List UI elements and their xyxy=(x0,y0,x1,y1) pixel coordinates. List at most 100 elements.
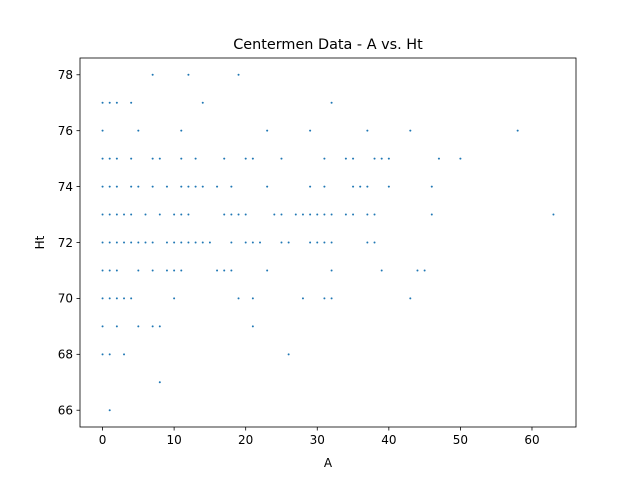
data-point xyxy=(151,73,154,76)
data-point xyxy=(373,157,376,160)
data-point xyxy=(130,213,133,216)
data-point xyxy=(187,185,190,188)
data-point xyxy=(115,185,118,188)
data-point xyxy=(108,353,111,356)
data-point xyxy=(123,213,126,216)
data-point xyxy=(101,101,104,104)
data-point xyxy=(352,213,355,216)
data-point xyxy=(173,241,176,244)
data-point xyxy=(266,185,269,188)
data-point xyxy=(237,297,240,300)
data-point xyxy=(130,157,133,160)
data-point xyxy=(165,185,168,188)
data-point xyxy=(352,185,355,188)
data-point xyxy=(158,157,161,160)
data-point xyxy=(344,157,347,160)
data-point xyxy=(180,129,183,132)
data-point xyxy=(130,101,133,104)
data-point xyxy=(516,129,519,132)
data-point xyxy=(366,185,369,188)
data-point xyxy=(158,213,161,216)
x-tick-label: 50 xyxy=(453,433,468,447)
data-point xyxy=(344,213,347,216)
data-point xyxy=(552,213,555,216)
data-point xyxy=(323,297,326,300)
data-point xyxy=(101,269,104,272)
data-point xyxy=(309,185,312,188)
data-point xyxy=(251,241,254,244)
data-point xyxy=(230,185,233,188)
data-point xyxy=(101,353,104,356)
data-point xyxy=(251,297,254,300)
data-point xyxy=(151,157,154,160)
data-point xyxy=(137,269,140,272)
x-tick-label: 30 xyxy=(310,433,325,447)
data-point xyxy=(165,241,168,244)
data-point xyxy=(137,129,140,132)
data-point xyxy=(323,157,326,160)
data-point xyxy=(180,241,183,244)
data-point xyxy=(173,297,176,300)
data-point xyxy=(208,241,211,244)
y-axis-label: Ht xyxy=(33,235,47,249)
y-tick-label: 78 xyxy=(58,68,73,82)
data-point xyxy=(151,269,154,272)
data-point xyxy=(158,325,161,328)
x-axis-ticks: 0 10 20 30 40 50 60 xyxy=(99,427,540,447)
data-point xyxy=(101,297,104,300)
data-point xyxy=(115,157,118,160)
data-point xyxy=(323,213,326,216)
data-point xyxy=(101,325,104,328)
data-point xyxy=(330,241,333,244)
data-point xyxy=(387,185,390,188)
data-point xyxy=(366,129,369,132)
data-point xyxy=(430,185,433,188)
data-point xyxy=(108,213,111,216)
x-axis-label: A xyxy=(324,456,333,470)
data-point xyxy=(108,241,111,244)
y-tick-label: 70 xyxy=(58,292,73,306)
data-point xyxy=(123,353,126,356)
data-points xyxy=(101,73,555,412)
data-point xyxy=(194,157,197,160)
data-point xyxy=(216,185,219,188)
data-point xyxy=(287,241,290,244)
data-point xyxy=(115,297,118,300)
y-tick-label: 74 xyxy=(58,180,73,194)
data-point xyxy=(373,213,376,216)
x-tick-label: 60 xyxy=(524,433,539,447)
data-point xyxy=(230,241,233,244)
data-point xyxy=(237,73,240,76)
data-point xyxy=(287,353,290,356)
y-tick-label: 68 xyxy=(58,348,73,362)
data-point xyxy=(352,157,355,160)
data-point xyxy=(301,297,304,300)
data-point xyxy=(201,185,204,188)
data-point xyxy=(130,185,133,188)
data-point xyxy=(409,297,412,300)
data-point xyxy=(108,157,111,160)
data-point xyxy=(380,157,383,160)
data-point xyxy=(409,129,412,132)
data-point xyxy=(137,185,140,188)
data-point xyxy=(101,241,104,244)
data-point xyxy=(108,101,111,104)
data-point xyxy=(180,213,183,216)
data-point xyxy=(101,129,104,132)
data-point xyxy=(137,241,140,244)
x-tick-label: 0 xyxy=(99,433,107,447)
data-point xyxy=(194,185,197,188)
data-point xyxy=(280,157,283,160)
data-point xyxy=(194,241,197,244)
data-point xyxy=(108,269,111,272)
data-point xyxy=(187,213,190,216)
data-point xyxy=(223,269,226,272)
data-point xyxy=(180,269,183,272)
data-point xyxy=(366,213,369,216)
data-point xyxy=(251,157,254,160)
data-point xyxy=(115,213,118,216)
data-point xyxy=(180,185,183,188)
data-point xyxy=(251,325,254,328)
data-point xyxy=(316,241,319,244)
